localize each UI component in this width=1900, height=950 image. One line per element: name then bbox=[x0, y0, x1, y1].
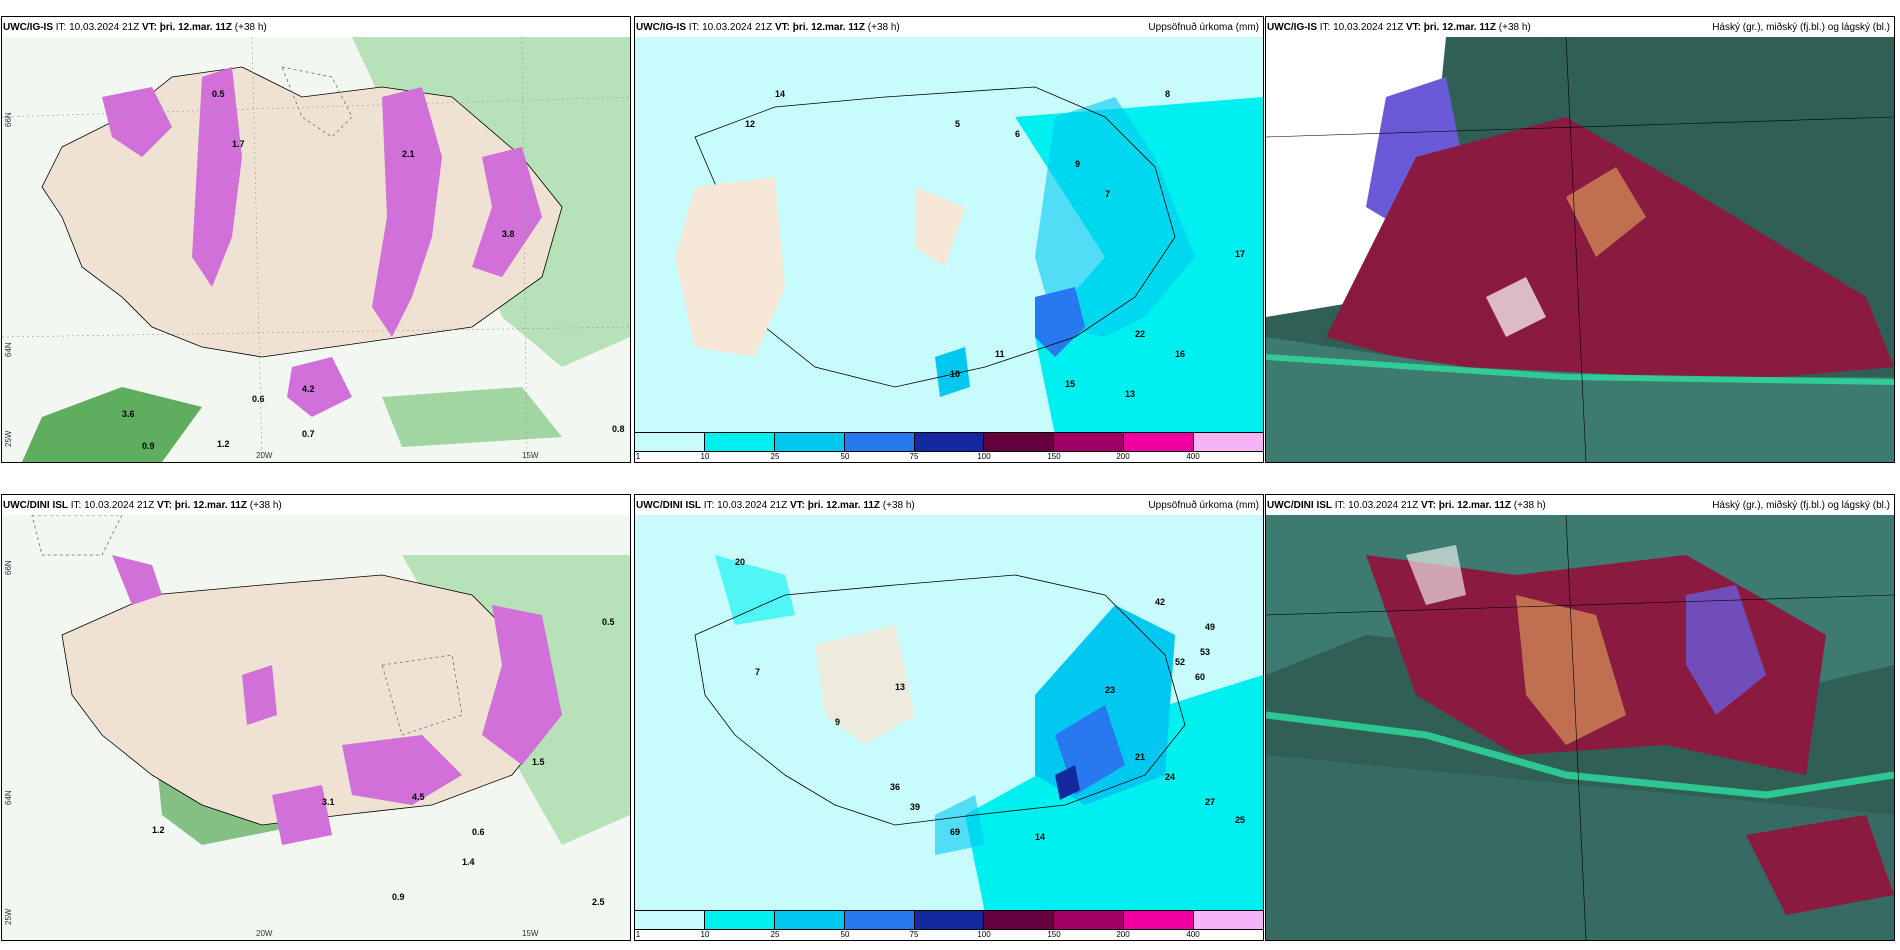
svg-text:24: 24 bbox=[1165, 772, 1175, 782]
svg-text:27: 27 bbox=[1205, 797, 1215, 807]
panel-title: UWC/IG-IS IT: 10.03.2024 21Z VT: þri. 12… bbox=[636, 22, 1259, 33]
wind-label: 0.5 bbox=[212, 89, 225, 99]
accum-precip-map: 20 13 9 7 42 52 49 53 60 23 21 24 27 25 … bbox=[635, 515, 1263, 913]
cloud-cover-map bbox=[1266, 37, 1894, 462]
svg-text:39: 39 bbox=[910, 802, 920, 812]
wind-label: 2.1 bbox=[402, 149, 415, 159]
svg-text:60: 60 bbox=[1195, 672, 1205, 682]
svg-text:0.9: 0.9 bbox=[392, 892, 405, 902]
panel-ig-is-clouds: UWC/IG-IS IT: 10.03.2024 21Z VT: þri. 12… bbox=[1265, 16, 1895, 463]
lat-label: 64N bbox=[4, 342, 13, 357]
svg-text:0.5: 0.5 bbox=[602, 617, 615, 627]
svg-text:13: 13 bbox=[895, 682, 905, 692]
colorbar-ticks: 1 10 25 50 75 100 150 200 400 bbox=[635, 452, 1200, 461]
svg-text:16: 16 bbox=[1175, 349, 1185, 359]
wind-label: 0.6 bbox=[252, 394, 265, 404]
svg-text:1.5: 1.5 bbox=[532, 757, 545, 767]
lon-label: 15W bbox=[522, 451, 539, 460]
wind-label: 1.2 bbox=[217, 439, 230, 449]
panel-title: UWC/IG-IS IT: 10.03.2024 21Z VT: þri. 12… bbox=[1267, 22, 1890, 33]
svg-text:15: 15 bbox=[1065, 379, 1075, 389]
svg-text:9: 9 bbox=[1075, 159, 1080, 169]
wind-label: 0.8 bbox=[612, 424, 625, 434]
cloud-cover-map bbox=[1266, 515, 1894, 940]
panel-ig-is-accum-precip: UWC/IG-IS IT: 10.03.2024 21Z VT: þri. 12… bbox=[634, 16, 1264, 463]
precip-colorbar bbox=[635, 910, 1263, 930]
lat-label: 64N bbox=[4, 790, 13, 805]
svg-text:14: 14 bbox=[775, 89, 785, 99]
svg-text:1.2: 1.2 bbox=[152, 825, 165, 835]
panel-dini-wind-precip: UWC/DINI ISL IT: 10.03.2024 21Z VT: þri.… bbox=[1, 494, 631, 941]
svg-text:52: 52 bbox=[1175, 657, 1185, 667]
wind-precip-map: 0.5 1.7 2.1 3.8 4.2 3.6 0.9 0.7 0.8 1.2 … bbox=[2, 37, 630, 462]
wind-label: 0.7 bbox=[302, 429, 315, 439]
wind-label: 4.2 bbox=[302, 384, 315, 394]
svg-text:21: 21 bbox=[1135, 752, 1145, 762]
panel-title: UWC/IG-IS IT: 10.03.2024 21Z VT: þri. 12… bbox=[3, 22, 267, 33]
panel-title: UWC/DINI ISL IT: 10.03.2024 21Z VT: þri.… bbox=[636, 500, 1259, 511]
lon-label: 25W bbox=[4, 908, 13, 925]
svg-text:22: 22 bbox=[1135, 329, 1145, 339]
svg-text:11: 11 bbox=[995, 349, 1005, 359]
svg-text:49: 49 bbox=[1205, 622, 1215, 632]
lon-label: 20W bbox=[256, 451, 273, 460]
lat-label: 66N bbox=[4, 560, 13, 575]
svg-text:13: 13 bbox=[1125, 389, 1135, 399]
lon-label: 15W bbox=[522, 929, 539, 938]
svg-text:69: 69 bbox=[950, 827, 960, 837]
lon-label: 25W bbox=[4, 430, 13, 447]
colorbar-ticks: 1 10 25 50 75 100 150 200 400 bbox=[635, 930, 1200, 939]
svg-text:7: 7 bbox=[755, 667, 760, 677]
svg-text:4.5: 4.5 bbox=[412, 792, 425, 802]
svg-text:7: 7 bbox=[1105, 189, 1110, 199]
panel-title: UWC/DINI ISL IT: 10.03.2024 21Z VT: þri.… bbox=[1267, 500, 1890, 511]
svg-text:2.5: 2.5 bbox=[592, 897, 605, 907]
svg-text:5: 5 bbox=[955, 119, 960, 129]
panel-title: UWC/DINI ISL IT: 10.03.2024 21Z VT: þri.… bbox=[3, 500, 282, 511]
svg-text:6: 6 bbox=[1015, 129, 1020, 139]
svg-text:17: 17 bbox=[1235, 249, 1245, 259]
wind-label: 1.7 bbox=[232, 139, 245, 149]
wind-label: 3.6 bbox=[122, 409, 135, 419]
svg-text:1.4: 1.4 bbox=[462, 857, 475, 867]
svg-text:0.6: 0.6 bbox=[472, 827, 485, 837]
svg-text:42: 42 bbox=[1155, 597, 1165, 607]
svg-text:53: 53 bbox=[1200, 647, 1210, 657]
svg-text:14: 14 bbox=[1035, 832, 1045, 842]
accum-precip-map: 14 12 8 9 6 7 5 22 17 16 15 13 10 11 bbox=[635, 37, 1263, 435]
svg-text:10: 10 bbox=[950, 369, 960, 379]
panel-dini-clouds: UWC/DINI ISL IT: 10.03.2024 21Z VT: þri.… bbox=[1265, 494, 1895, 941]
wind-label: 0.9 bbox=[142, 441, 155, 451]
lat-label: 66N bbox=[4, 112, 13, 127]
lon-label: 20W bbox=[256, 929, 273, 938]
precip-colorbar bbox=[635, 432, 1263, 452]
panel-ig-is-wind-precip: UWC/IG-IS IT: 10.03.2024 21Z VT: þri. 12… bbox=[1, 16, 631, 463]
svg-text:23: 23 bbox=[1105, 685, 1115, 695]
svg-text:12: 12 bbox=[745, 119, 755, 129]
svg-text:20: 20 bbox=[735, 557, 745, 567]
svg-text:3.1: 3.1 bbox=[322, 797, 335, 807]
svg-text:25: 25 bbox=[1235, 815, 1245, 825]
wind-label: 3.8 bbox=[502, 229, 515, 239]
panel-dini-accum-precip: UWC/DINI ISL IT: 10.03.2024 21Z VT: þri.… bbox=[634, 494, 1264, 941]
svg-text:36: 36 bbox=[890, 782, 900, 792]
svg-text:9: 9 bbox=[835, 717, 840, 727]
wind-precip-map: 0.5 1.2 2.5 3.1 4.5 1.5 0.9 0.6 1.4 bbox=[2, 515, 630, 940]
svg-text:8: 8 bbox=[1165, 89, 1170, 99]
